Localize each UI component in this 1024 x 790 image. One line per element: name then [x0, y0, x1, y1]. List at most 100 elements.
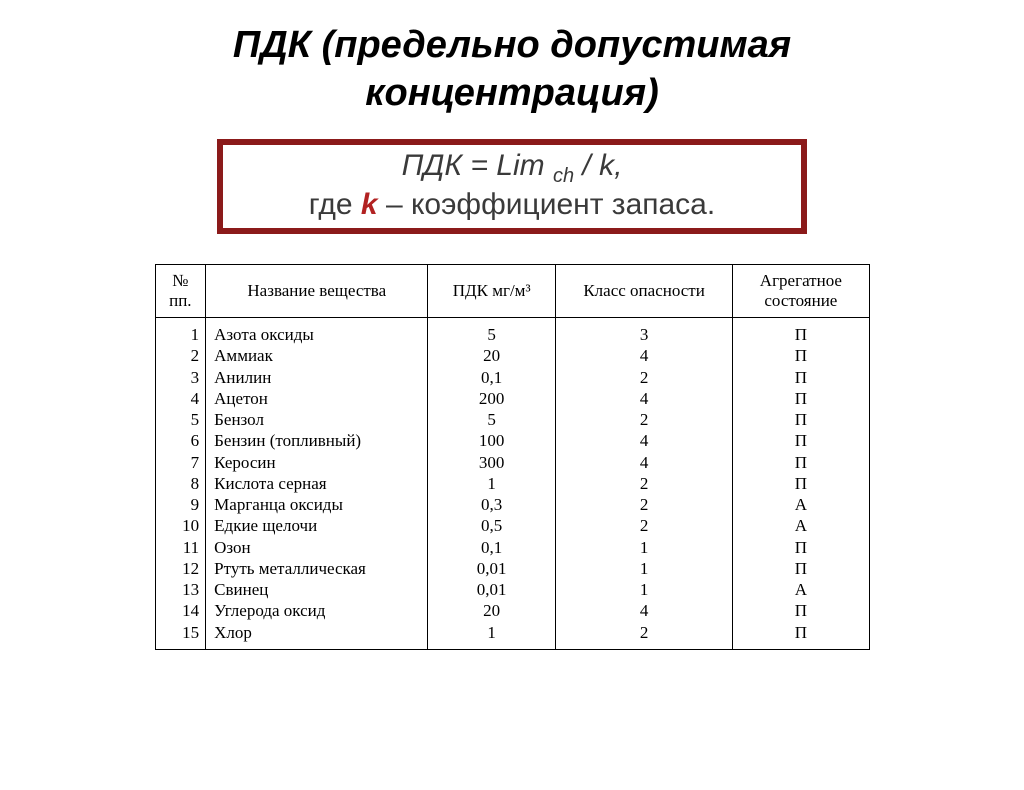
table-row: 8Кислота серная12П	[155, 473, 869, 494]
cell-col-pdk: 0,5	[428, 515, 556, 536]
cell-col-n: 12	[155, 558, 206, 579]
cell-col-agg: П	[733, 388, 869, 409]
cell-col-pdk: 0,1	[428, 367, 556, 388]
cell-col-agg: П	[733, 318, 869, 346]
cell-col-cls: 3	[555, 318, 732, 346]
cell-col-n: 11	[155, 537, 206, 558]
pdk-table-wrap: № пп. Название вещества ПДК мг/м³ Класс …	[155, 264, 870, 650]
cell-col-n: 8	[155, 473, 206, 494]
table-row: 7Керосин3004П	[155, 452, 869, 473]
cell-col-cls: 2	[555, 409, 732, 430]
cell-col-pdk: 300	[428, 452, 556, 473]
cell-col-agg: П	[733, 452, 869, 473]
formula-post: / k,	[574, 149, 622, 182]
cell-col-cls: 4	[555, 600, 732, 621]
cell-col-name: Кислота серная	[206, 473, 428, 494]
cell-col-agg: П	[733, 600, 869, 621]
cell-col-agg: П	[733, 345, 869, 366]
cell-col-cls: 2	[555, 367, 732, 388]
cell-col-agg: П	[733, 622, 869, 650]
cell-col-pdk: 0,1	[428, 537, 556, 558]
table-row: 3Анилин0,12П	[155, 367, 869, 388]
cell-col-agg: П	[733, 537, 869, 558]
cell-col-pdk: 5	[428, 409, 556, 430]
cell-col-pdk: 20	[428, 345, 556, 366]
formula-sub: ch	[553, 165, 574, 187]
col-header-class: Класс опасности	[555, 265, 732, 318]
cell-col-n: 3	[155, 367, 206, 388]
cell-col-name: Бензол	[206, 409, 428, 430]
col-header-agg: Агрегатное состояние	[733, 265, 869, 318]
cell-col-pdk: 200	[428, 388, 556, 409]
table-row: 9Марганца оксиды0,32А	[155, 494, 869, 515]
cell-col-cls: 1	[555, 579, 732, 600]
table-row: 12Ртуть металлическая0,011П	[155, 558, 869, 579]
cell-col-name: Хлор	[206, 622, 428, 650]
cell-col-cls: 2	[555, 622, 732, 650]
cell-col-agg: А	[733, 515, 869, 536]
table-row: 14Углерода оксид204П	[155, 600, 869, 621]
formula2-k: k	[361, 188, 378, 221]
table-row: 4Ацетон2004П	[155, 388, 869, 409]
cell-col-n: 10	[155, 515, 206, 536]
cell-col-cls: 2	[555, 473, 732, 494]
cell-col-n: 4	[155, 388, 206, 409]
table-row: 2Аммиак204П	[155, 345, 869, 366]
cell-col-cls: 4	[555, 430, 732, 451]
cell-col-cls: 4	[555, 388, 732, 409]
cell-col-name: Свинец	[206, 579, 428, 600]
cell-col-name: Ацетон	[206, 388, 428, 409]
cell-col-n: 2	[155, 345, 206, 366]
cell-col-n: 1	[155, 318, 206, 346]
cell-col-pdk: 0,01	[428, 558, 556, 579]
cell-col-agg: А	[733, 494, 869, 515]
cell-col-agg: А	[733, 579, 869, 600]
cell-col-n: 7	[155, 452, 206, 473]
cell-col-name: Озон	[206, 537, 428, 558]
cell-col-agg: П	[733, 473, 869, 494]
table-row: 13Свинец0,011А	[155, 579, 869, 600]
cell-col-n: 14	[155, 600, 206, 621]
cell-col-n: 9	[155, 494, 206, 515]
cell-col-pdk: 1	[428, 622, 556, 650]
cell-col-cls: 4	[555, 345, 732, 366]
table-row: 1Азота оксиды53П	[155, 318, 869, 346]
table-row: 11Озон0,11П	[155, 537, 869, 558]
formula-pre: ПДК = Lim	[402, 149, 553, 182]
cell-col-name: Марганца оксиды	[206, 494, 428, 515]
cell-col-n: 15	[155, 622, 206, 650]
cell-col-name: Азота оксиды	[206, 318, 428, 346]
cell-col-pdk: 5	[428, 318, 556, 346]
cell-col-cls: 1	[555, 558, 732, 579]
table-row: 6Бензин (топливный)1004П	[155, 430, 869, 451]
cell-col-name: Керосин	[206, 452, 428, 473]
table-row: 5Бензол52П	[155, 409, 869, 430]
cell-col-name: Едкие щелочи	[206, 515, 428, 536]
cell-col-pdk: 0,01	[428, 579, 556, 600]
col-header-n: № пп.	[155, 265, 206, 318]
cell-col-name: Анилин	[206, 367, 428, 388]
page-title: ПДК (предельно допустимая концентрация)	[0, 22, 1024, 117]
formula2-post: – коэффициент запаса.	[378, 188, 716, 221]
cell-col-agg: П	[733, 409, 869, 430]
cell-col-pdk: 20	[428, 600, 556, 621]
table-row: 15Хлор12П	[155, 622, 869, 650]
col-header-pdk: ПДК мг/м³	[428, 265, 556, 318]
cell-col-agg: П	[733, 367, 869, 388]
cell-col-name: Аммиак	[206, 345, 428, 366]
cell-col-cls: 2	[555, 515, 732, 536]
cell-col-cls: 2	[555, 494, 732, 515]
formula-box-wrap: ПДК = Lim ch / k, где k – коэффициент за…	[217, 139, 807, 234]
cell-col-n: 13	[155, 579, 206, 600]
table-header-row: № пп. Название вещества ПДК мг/м³ Класс …	[155, 265, 869, 318]
cell-col-pdk: 0,3	[428, 494, 556, 515]
cell-col-n: 6	[155, 430, 206, 451]
title-line1: ПДК (предельно допустимая	[233, 24, 791, 66]
col-header-name: Название вещества	[206, 265, 428, 318]
cell-col-n: 5	[155, 409, 206, 430]
cell-col-pdk: 100	[428, 430, 556, 451]
table-row: 10Едкие щелочи0,52А	[155, 515, 869, 536]
cell-col-cls: 4	[555, 452, 732, 473]
formula2-pre: где	[309, 188, 361, 221]
title-line2: концентрация)	[365, 72, 659, 114]
